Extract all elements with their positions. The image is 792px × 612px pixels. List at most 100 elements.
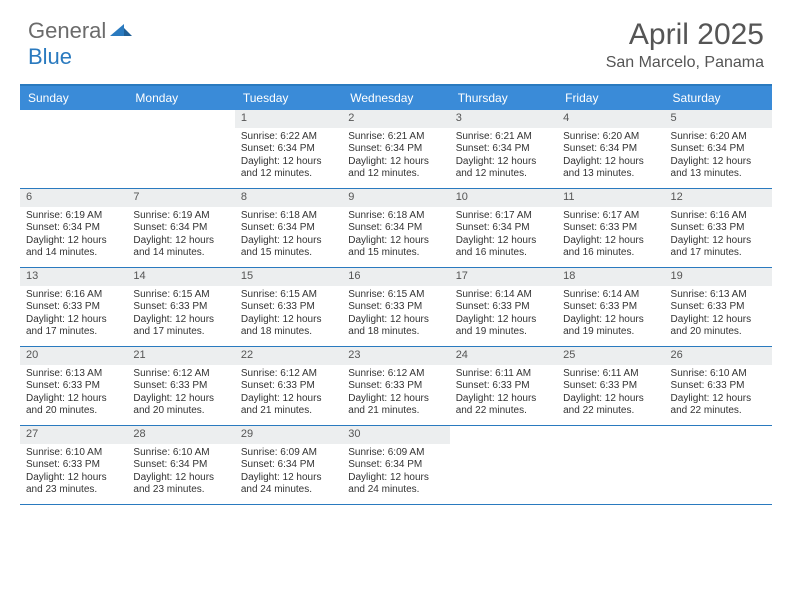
week-row: 13Sunrise: 6:16 AMSunset: 6:33 PMDayligh… [20, 268, 772, 347]
sunrise-text: Sunrise: 6:20 AM [671, 131, 766, 144]
day-cell: 1 Sunrise: 6:22 AMSunset: 6:34 PMDaylight… [235, 110, 342, 188]
day-cell: 17Sunrise: 6:14 AMSunset: 6:33 PMDayligh… [450, 268, 557, 346]
title-block: April 2025 San Marcelo, Panama [606, 18, 764, 72]
empty-cell [127, 110, 234, 188]
day-number: 3 [450, 110, 557, 128]
daylight-text: Daylight: 12 hours and 21 minutes. [241, 393, 336, 418]
daylight-text: Daylight: 12 hours and 22 minutes. [456, 393, 551, 418]
logo-mark-icon [110, 20, 132, 43]
dow-sunday: Sunday [20, 86, 127, 110]
dow-friday: Friday [557, 86, 664, 110]
logo-line2: Blue [28, 44, 72, 70]
day-cell: 10 Sunrise: 6:17 AMSunset: 6:34 PMDayligh… [450, 189, 557, 267]
day-cell: 2Sunrise: 6:21 AMSunset: 6:34 PMDaylight… [342, 110, 449, 188]
day-cell: 18Sunrise: 6:14 AMSunset: 6:33 PMDayligh… [557, 268, 664, 346]
daylight-text: Daylight: 12 hours and 17 minutes. [671, 235, 766, 260]
sunset-text: Sunset: 6:34 PM [456, 143, 551, 156]
day-number: 2 [342, 110, 449, 128]
dow-wednesday: Wednesday [342, 86, 449, 110]
day-content: Sunrise: 6:15 AMSunset: 6:33 PMDaylight:… [127, 289, 234, 339]
day-cell: 3 Sunrise: 6:21 AMSunset: 6:34 PMDaylight… [450, 110, 557, 188]
empty-cell [20, 110, 127, 188]
day-content: Sunrise: 6:15 AMSunset: 6:33 PMDaylight:… [235, 289, 342, 339]
sunrise-text: Sunrise: 6:15 AM [348, 289, 443, 302]
day-number: 5 [665, 110, 772, 128]
sunset-text: Sunset: 6:33 PM [563, 380, 658, 393]
daylight-text: Daylight: 12 hours and 12 minutes. [241, 156, 336, 181]
sunrise-text: Sunrise: 6:19 AM [133, 210, 228, 223]
sunrise-text: Sunrise: 6:11 AM [456, 368, 551, 381]
day-cell: 15 Sunrise: 6:15 AMSunset: 6:33 PMDayligh… [235, 268, 342, 346]
day-cell: 29Sunrise: 6:09 AMSunset: 6:34 PMDayligh… [235, 426, 342, 504]
day-number: 11 [557, 189, 664, 207]
day-number: 1 [235, 110, 342, 128]
sunset-text: Sunset: 6:34 PM [348, 459, 443, 472]
day-cell: 22Sunrise: 6:12 AMSunset: 6:33 PMDayligh… [235, 347, 342, 425]
day-cell: 26Sunrise: 6:10 AMSunset: 6:33 PMDayligh… [665, 347, 772, 425]
logo-text-blue: Blue [28, 44, 72, 69]
daylight-text: Daylight: 12 hours and 24 minutes. [241, 472, 336, 497]
day-content: Sunrise: 6:21 AMSunset: 6:34 PMDaylight:… [450, 131, 557, 181]
day-cell: 5 Sunrise: 6:20 AMSunset: 6:34 PMDaylight… [665, 110, 772, 188]
daylight-text: Daylight: 12 hours and 24 minutes. [348, 472, 443, 497]
day-cell: 21Sunrise: 6:12 AMSunset: 6:33 PMDayligh… [127, 347, 234, 425]
day-content: Sunrise: 6:10 AMSunset: 6:34 PMDaylight:… [127, 447, 234, 497]
sunrise-text: Sunrise: 6:21 AM [348, 131, 443, 144]
daylight-text: Daylight: 12 hours and 16 minutes. [456, 235, 551, 260]
day-cell: 24Sunrise: 6:11 AMSunset: 6:33 PMDayligh… [450, 347, 557, 425]
day-number: 18 [557, 268, 664, 286]
sunrise-text: Sunrise: 6:17 AM [456, 210, 551, 223]
daylight-text: Daylight: 12 hours and 12 minutes. [456, 156, 551, 181]
day-cell: 13Sunrise: 6:16 AMSunset: 6:33 PMDayligh… [20, 268, 127, 346]
daylight-text: Daylight: 12 hours and 20 minutes. [671, 314, 766, 339]
day-number: 10 [450, 189, 557, 207]
sunrise-text: Sunrise: 6:20 AM [563, 131, 658, 144]
sunrise-text: Sunrise: 6:14 AM [563, 289, 658, 302]
day-number: 15 [235, 268, 342, 286]
day-content: Sunrise: 6:19 AMSunset: 6:34 PMDaylight:… [20, 210, 127, 260]
day-cell: 19Sunrise: 6:13 AMSunset: 6:33 PMDayligh… [665, 268, 772, 346]
sunrise-text: Sunrise: 6:18 AM [241, 210, 336, 223]
day-content: Sunrise: 6:22 AMSunset: 6:34 PMDaylight:… [235, 131, 342, 181]
dow-tuesday: Tuesday [235, 86, 342, 110]
daylight-text: Daylight: 12 hours and 18 minutes. [241, 314, 336, 339]
daylight-text: Daylight: 12 hours and 13 minutes. [671, 156, 766, 181]
sunset-text: Sunset: 6:34 PM [133, 459, 228, 472]
day-content: Sunrise: 6:09 AMSunset: 6:34 PMDaylight:… [342, 447, 449, 497]
day-content: Sunrise: 6:11 AMSunset: 6:33 PMDaylight:… [450, 368, 557, 418]
day-content: Sunrise: 6:11 AMSunset: 6:33 PMDaylight:… [557, 368, 664, 418]
week-row: 1 Sunrise: 6:22 AMSunset: 6:34 PMDaylight… [20, 110, 772, 189]
calendar: SundayMondayTuesdayWednesdayThursdayFrid… [20, 84, 772, 505]
day-number: 16 [342, 268, 449, 286]
daylight-text: Daylight: 12 hours and 23 minutes. [133, 472, 228, 497]
day-number: 8 [235, 189, 342, 207]
day-number: 21 [127, 347, 234, 365]
daylight-text: Daylight: 12 hours and 16 minutes. [563, 235, 658, 260]
sunset-text: Sunset: 6:33 PM [348, 301, 443, 314]
sunset-text: Sunset: 6:34 PM [456, 222, 551, 235]
day-number: 12 [665, 189, 772, 207]
dow-monday: Monday [127, 86, 234, 110]
daylight-text: Daylight: 12 hours and 13 minutes. [563, 156, 658, 181]
sunrise-text: Sunrise: 6:14 AM [456, 289, 551, 302]
sunset-text: Sunset: 6:34 PM [348, 143, 443, 156]
daylight-text: Daylight: 12 hours and 15 minutes. [241, 235, 336, 260]
week-row: 27Sunrise: 6:10 AMSunset: 6:33 PMDayligh… [20, 426, 772, 505]
sunrise-text: Sunrise: 6:12 AM [241, 368, 336, 381]
day-cell: 28Sunrise: 6:10 AMSunset: 6:34 PMDayligh… [127, 426, 234, 504]
sunrise-text: Sunrise: 6:10 AM [133, 447, 228, 460]
day-content: Sunrise: 6:20 AMSunset: 6:34 PMDaylight:… [665, 131, 772, 181]
day-number: 27 [20, 426, 127, 444]
day-content: Sunrise: 6:17 AMSunset: 6:33 PMDaylight:… [557, 210, 664, 260]
day-content: Sunrise: 6:19 AMSunset: 6:34 PMDaylight:… [127, 210, 234, 260]
sunrise-text: Sunrise: 6:15 AM [133, 289, 228, 302]
day-number: 26 [665, 347, 772, 365]
sunset-text: Sunset: 6:33 PM [26, 301, 121, 314]
sunset-text: Sunset: 6:34 PM [348, 222, 443, 235]
day-number: 7 [127, 189, 234, 207]
sunset-text: Sunset: 6:33 PM [671, 380, 766, 393]
sunset-text: Sunset: 6:34 PM [563, 143, 658, 156]
daylight-text: Daylight: 12 hours and 22 minutes. [563, 393, 658, 418]
day-number: 30 [342, 426, 449, 444]
sunset-text: Sunset: 6:33 PM [671, 222, 766, 235]
